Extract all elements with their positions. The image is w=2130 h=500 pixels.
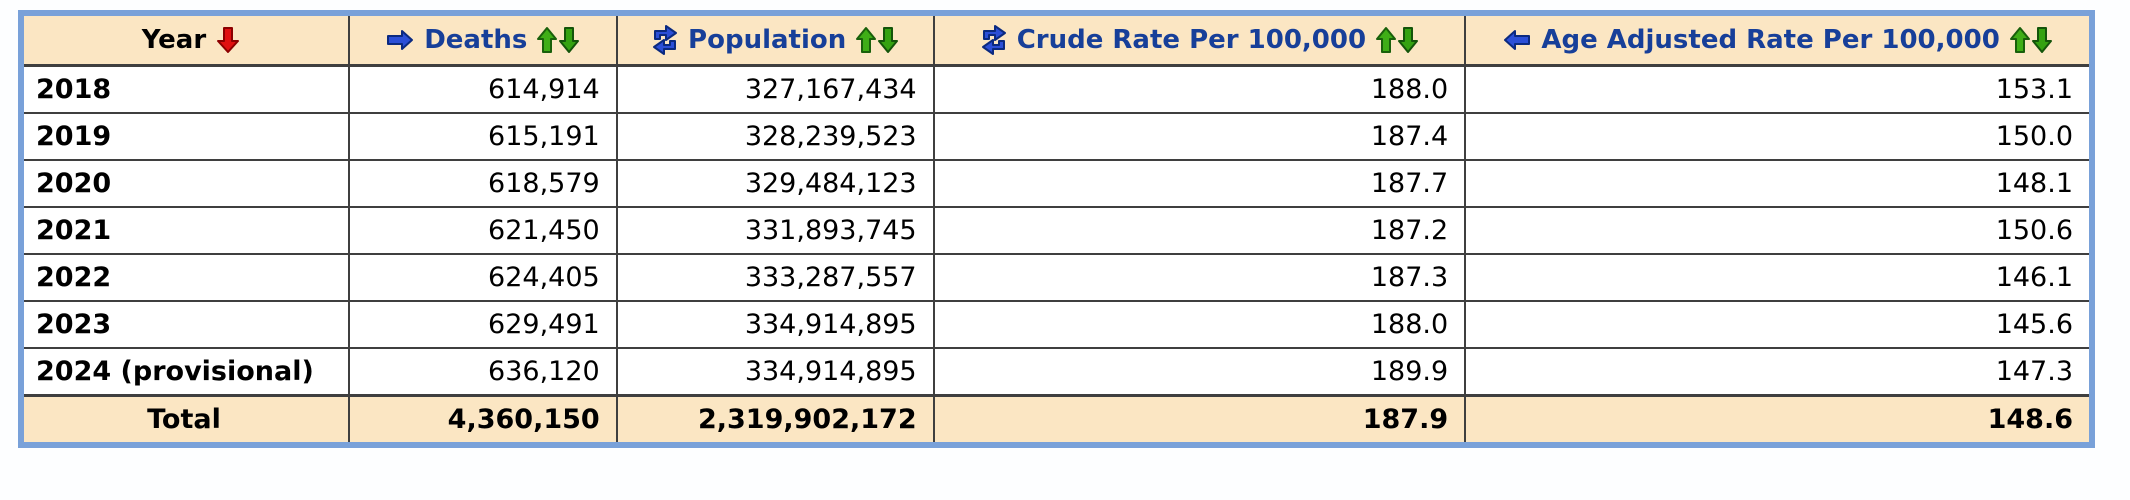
sort-descending-icon[interactable] xyxy=(559,26,580,54)
move-column-left-right-icon[interactable] xyxy=(652,25,678,56)
sort-indicator-down-icon xyxy=(216,26,240,54)
column-header-year: Year xyxy=(20,12,350,67)
crude-rate-cell: 188.0 xyxy=(932,64,1467,114)
total-row: Total 4,360,150 2,319,902,172 187.9 148.… xyxy=(20,394,2093,446)
sort-controls-crude-rate xyxy=(1376,25,1419,55)
population-cell: 328,239,523 xyxy=(615,112,935,161)
deaths-cell: 614,914 xyxy=(347,64,618,114)
population-cell: 334,914,895 xyxy=(615,300,935,349)
header-row: Year Deaths Population Crude Rate Per 10… xyxy=(20,12,2093,67)
population-cell: 334,914,895 xyxy=(615,347,935,397)
deaths-cell: 636,120 xyxy=(347,347,618,397)
year-cell: 2024 (provisional) xyxy=(20,347,350,397)
page: Year Deaths Population Crude Rate Per 10… xyxy=(0,10,2130,500)
column-header-deaths: Deaths xyxy=(347,12,618,67)
age-adjusted-rate-cell: 148.1 xyxy=(1464,159,2093,208)
total-deaths-cell: 4,360,150 xyxy=(347,394,618,446)
total-label-cell: Total xyxy=(20,394,350,446)
year-cell: 2023 xyxy=(20,300,350,349)
age-adjusted-rate-cell: 146.1 xyxy=(1464,253,2093,302)
table-row: 2021 621,450 331,893,745 187.2 150.6 xyxy=(20,206,2093,255)
population-cell: 327,167,434 xyxy=(615,64,935,114)
age-adjusted-rate-cell: 145.6 xyxy=(1464,300,2093,349)
year-cell: 2019 xyxy=(20,112,350,161)
age-adjusted-rate-cell: 150.0 xyxy=(1464,112,2093,161)
results-table: Year Deaths Population Crude Rate Per 10… xyxy=(18,10,2095,448)
year-cell: 2021 xyxy=(20,206,350,255)
sort-ascending-icon[interactable] xyxy=(2009,26,2030,54)
column-label-population: Population xyxy=(688,25,847,56)
crude-rate-cell: 187.4 xyxy=(932,112,1467,161)
column-header-population: Population xyxy=(615,12,935,67)
sort-descending-icon[interactable] xyxy=(2031,26,2052,54)
column-label-deaths: Deaths xyxy=(424,25,528,56)
column-header-age-adjusted-rate: Age Adjusted Rate Per 100,000 xyxy=(1464,12,2093,67)
crude-rate-cell: 187.2 xyxy=(932,206,1467,255)
table-row: 2024 (provisional) 636,120 334,914,895 1… xyxy=(20,347,2093,397)
sort-controls-population xyxy=(856,25,899,55)
deaths-cell: 624,405 xyxy=(347,253,618,302)
year-cell: 2022 xyxy=(20,253,350,302)
table-row: 2022 624,405 333,287,557 187.3 146.1 xyxy=(20,253,2093,302)
sort-controls-deaths xyxy=(537,25,580,55)
crude-rate-cell: 189.9 xyxy=(932,347,1467,397)
year-cell: 2018 xyxy=(20,64,350,114)
total-crude-rate-cell: 187.9 xyxy=(932,394,1467,446)
population-cell: 331,893,745 xyxy=(615,206,935,255)
table-row: 2020 618,579 329,484,123 187.7 148.1 xyxy=(20,159,2093,208)
column-label-year: Year xyxy=(141,25,207,56)
deaths-cell: 615,191 xyxy=(347,112,618,161)
deaths-cell: 629,491 xyxy=(347,300,618,349)
table-row: 2023 629,491 334,914,895 188.0 145.6 xyxy=(20,300,2093,349)
age-adjusted-rate-cell: 147.3 xyxy=(1464,347,2093,397)
deaths-cell: 618,579 xyxy=(347,159,618,208)
population-cell: 329,484,123 xyxy=(615,159,935,208)
column-label-age-adjusted-rate: Age Adjusted Rate Per 100,000 xyxy=(1541,25,2000,56)
total-age-adjusted-rate-cell: 148.6 xyxy=(1464,394,2093,446)
sort-ascending-icon[interactable] xyxy=(1376,26,1397,54)
table-row: 2018 614,914 327,167,434 188.0 153.1 xyxy=(20,64,2093,114)
move-column-left-right-icon[interactable] xyxy=(981,25,1007,56)
sort-controls-age-adjusted-rate xyxy=(2009,25,2052,55)
age-adjusted-rate-cell: 150.6 xyxy=(1464,206,2093,255)
sort-descending-icon[interactable] xyxy=(878,26,899,54)
move-column-left-icon[interactable] xyxy=(1503,28,1531,52)
year-cell: 2020 xyxy=(20,159,350,208)
crude-rate-cell: 187.3 xyxy=(932,253,1467,302)
crude-rate-cell: 187.7 xyxy=(932,159,1467,208)
table-row: 2019 615,191 328,239,523 187.4 150.0 xyxy=(20,112,2093,161)
move-column-right-icon[interactable] xyxy=(386,28,414,52)
column-label-crude-rate: Crude Rate Per 100,000 xyxy=(1016,25,1367,56)
sort-descending-icon[interactable] xyxy=(1398,26,1419,54)
population-cell: 333,287,557 xyxy=(615,253,935,302)
sort-ascending-icon[interactable] xyxy=(537,26,558,54)
crude-rate-cell: 188.0 xyxy=(932,300,1467,349)
total-population-cell: 2,319,902,172 xyxy=(615,394,935,446)
sort-ascending-icon[interactable] xyxy=(856,26,877,54)
deaths-cell: 621,450 xyxy=(347,206,618,255)
column-header-crude-rate: Crude Rate Per 100,000 xyxy=(932,12,1467,67)
age-adjusted-rate-cell: 153.1 xyxy=(1464,64,2093,114)
